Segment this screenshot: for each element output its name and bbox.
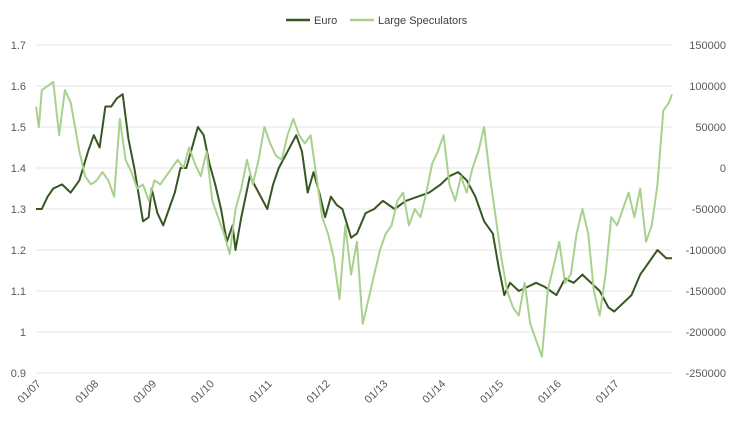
x-axis-tick-label: 01/16	[536, 378, 564, 406]
left-axis-tick-label: 1.3	[11, 204, 26, 216]
series-line-euro	[36, 93, 672, 313]
right-axis-tick-label: 0	[720, 163, 726, 175]
right-axis-tick-label: -150000	[686, 286, 726, 298]
left-axis-tick-label: 1.7	[11, 40, 26, 52]
x-axis-tick-label: 01/07	[16, 378, 44, 406]
legend-euro-label: Euro	[314, 15, 337, 27]
x-axis-tick-label: 01/11	[247, 378, 274, 405]
series-line-large-speculators	[35, 80, 673, 358]
left-axis-tick-label: 1	[20, 327, 26, 339]
x-axis-tick-label: 01/09	[131, 378, 159, 406]
left-axis-tick-label: 1.2	[11, 245, 26, 257]
x-axis-ticks: 01/07 01/08 01/09 01/10 01/11 01/12 01/13 01/14…	[16, 378, 622, 406]
x-axis-tick-label: 01/12	[305, 378, 333, 406]
gridlines	[36, 44, 672, 374]
x-axis-tick-label: 01/10	[189, 378, 217, 406]
legend: Euro Large Speculators	[286, 15, 468, 27]
right-axis-ticks: -250000 -200000 -150000 -100000 -50000 0 50000…	[686, 40, 726, 380]
series-layer	[35, 80, 673, 358]
x-axis-tick-label: 01/13	[363, 378, 391, 406]
right-axis-tick-label: -100000	[686, 245, 726, 257]
right-axis-tick-label: 50000	[695, 122, 726, 134]
x-axis-tick-label: 01/14	[420, 378, 448, 406]
legend-large-speculators-label: Large Speculators	[378, 15, 468, 27]
x-axis-tick-label: 01/17	[594, 378, 622, 406]
right-axis-tick-label: -250000	[686, 368, 726, 380]
x-axis-tick-label: 01/15	[478, 378, 506, 406]
left-axis-tick-label: 0.9	[11, 368, 26, 380]
x-axis-tick-label: 01/08	[73, 378, 101, 406]
right-axis-tick-label: -200000	[686, 327, 726, 339]
left-axis-tick-label: 1.5	[11, 122, 26, 134]
right-axis-tick-label: 150000	[689, 40, 726, 52]
left-axis-ticks: 0.9 1 1.1 1.2 1.3 1.4 1.5 1.6 1.7	[11, 40, 26, 380]
left-axis-tick-label: 1.4	[11, 163, 26, 175]
left-axis-tick-label: 1.1	[11, 286, 26, 298]
right-axis-tick-label: 100000	[689, 81, 726, 93]
left-axis-tick-label: 1.6	[11, 81, 26, 93]
right-axis-tick-label: -50000	[692, 204, 726, 216]
